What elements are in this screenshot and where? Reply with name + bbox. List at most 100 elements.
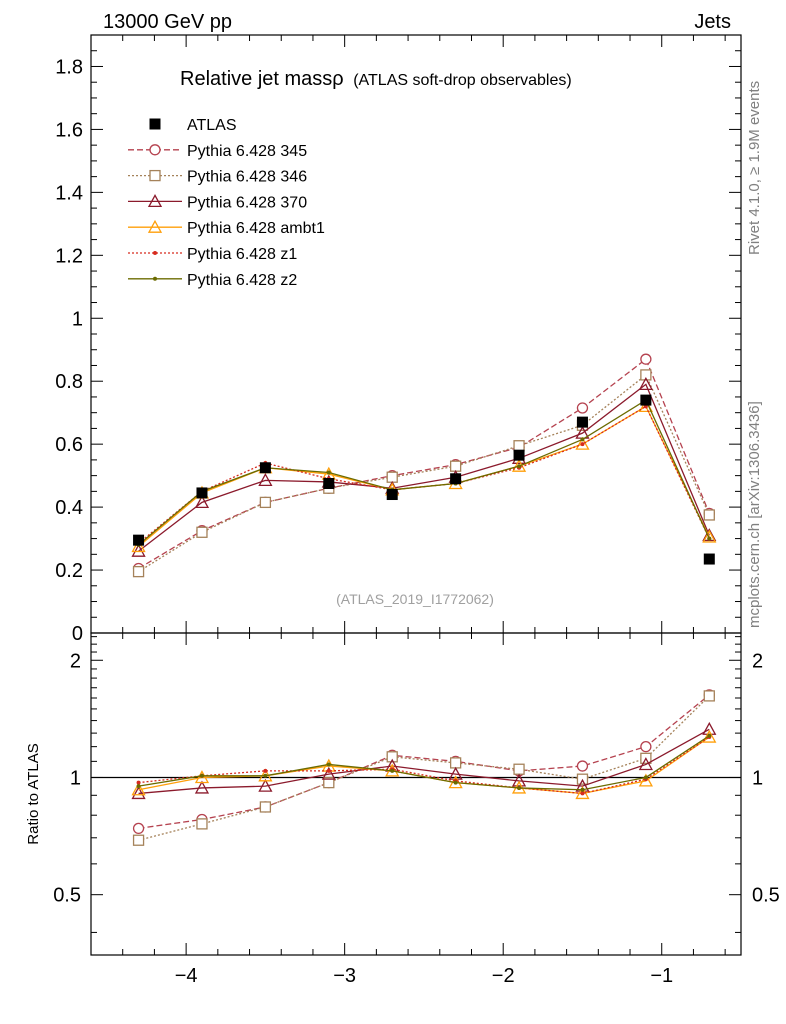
data-point	[576, 416, 588, 428]
data-point	[386, 489, 398, 501]
legend-label: Pythia 6.428 z2	[187, 272, 297, 289]
ratio-point	[136, 780, 141, 785]
ratio-point	[390, 768, 395, 773]
ratio-point	[263, 768, 268, 773]
ratio-point	[326, 762, 331, 767]
legend-label: Pythia 6.428 ambt1	[187, 220, 325, 237]
data-point	[196, 487, 208, 499]
ratio-point	[323, 776, 335, 789]
ratio-point	[131, 786, 146, 800]
y-tick-label: 1.2	[55, 245, 83, 267]
series-layer	[131, 353, 717, 846]
data-point	[259, 462, 271, 474]
data-point	[575, 436, 590, 450]
data-point	[580, 437, 585, 442]
ratio-point	[132, 822, 145, 835]
data-point	[194, 495, 210, 509]
data-point	[640, 369, 652, 381]
ratio-point	[640, 740, 652, 753]
legend-label: Pythia 6.428 346	[187, 169, 307, 186]
series-line	[138, 358, 710, 570]
energy-label: 13000 GeV pp	[103, 11, 232, 33]
ratio-point	[453, 780, 458, 785]
data-point	[640, 394, 652, 406]
y-tick-label: 0	[72, 623, 83, 645]
x-tick-label: −2	[492, 965, 515, 987]
ratio-point	[131, 782, 146, 796]
ratio-point	[707, 733, 712, 738]
legend: ATLAS Pythia 6.428 345 Pythia 6.428 346 Pyt…	[128, 117, 325, 289]
ratio-point	[263, 773, 268, 778]
ratio-point	[580, 791, 585, 796]
plot-title-main: Relative jet massρ	[180, 68, 344, 90]
data-point	[323, 478, 335, 489]
series-line	[138, 383, 710, 552]
legend-entry: Pythia 6.428 345	[128, 143, 307, 160]
ratio-point	[702, 729, 717, 743]
ratio-point	[638, 773, 653, 787]
ratio-y-tick-label: 1	[70, 767, 81, 789]
plot-subtitle: (ATLAS soft-drop observables)	[353, 72, 571, 89]
ratio-series-line	[138, 728, 710, 795]
ratio-series-pythia-6-428-z2	[136, 733, 712, 792]
ratio-point	[449, 757, 462, 769]
ratio-ylabel: Ratio to ATLAS	[25, 743, 42, 844]
legend-entry: Pythia 6.428 z1	[128, 246, 297, 263]
data-point	[703, 553, 715, 565]
ratio-point	[194, 780, 210, 794]
ratio-series-line	[138, 695, 710, 841]
ratio-point	[132, 834, 145, 846]
data-point	[517, 464, 522, 469]
data-point	[513, 440, 525, 452]
ratio-point	[258, 778, 273, 792]
data-point	[640, 353, 652, 365]
data-point	[386, 471, 398, 483]
ratio-plot-frame	[90, 632, 742, 956]
ratio-y-tick-label: 2	[70, 650, 81, 672]
x-tick-label: −3	[333, 965, 356, 987]
data-point	[576, 402, 589, 414]
data-point	[703, 509, 715, 521]
plot-title: Relative jet massρ (ATLAS soft-drop obse…	[180, 68, 572, 90]
y-tick-label: 0.6	[55, 434, 83, 456]
main-series-atlas	[133, 394, 715, 565]
data-point	[638, 377, 653, 391]
y-tick-label: 0.2	[55, 560, 83, 582]
y-tick-label: 1	[72, 308, 83, 330]
legend-marker	[149, 144, 161, 156]
legend-entry: Pythia 6.428 ambt1	[128, 219, 325, 237]
legend-marker	[149, 169, 161, 182]
data-point	[580, 442, 585, 447]
data-point	[133, 534, 145, 546]
ratio-point	[643, 775, 648, 780]
data-point	[449, 460, 462, 472]
y-tick-label: 1.6	[55, 119, 83, 141]
mcplots-source-label: mcplots.cern.ch [arXiv:1306.3436]	[746, 401, 763, 628]
legend-label: Pythia 6.428 z1	[187, 246, 297, 263]
data-point	[132, 565, 145, 578]
ratio-point	[199, 773, 204, 778]
legend-marker	[149, 118, 161, 130]
ratio-point	[194, 770, 210, 784]
legend-entry: Pythia 6.428 z2	[128, 272, 297, 289]
data-point	[707, 536, 712, 541]
data-point	[196, 526, 208, 538]
legend-marker	[153, 251, 157, 255]
data-point	[702, 529, 717, 543]
data-point	[131, 543, 146, 557]
series-line	[138, 373, 710, 573]
ratio-point	[513, 763, 525, 775]
legend-label: Pythia 6.428 370	[187, 194, 307, 211]
axis-ticks: −4 −3 −2 −1 0 0.2 0.4 0.6 0.8 1 1.2 1.4 1.6 1.8 0.5 0.5…	[53, 35, 780, 987]
legend-label: ATLAS	[187, 117, 237, 134]
ratio-point	[517, 785, 522, 790]
ratio-point	[386, 751, 398, 763]
data-point	[326, 470, 331, 475]
ratio-point	[136, 784, 141, 789]
ratio-point	[576, 760, 589, 772]
y-tick-label: 1.4	[55, 182, 83, 204]
legend-label: Pythia 6.428 345	[187, 143, 307, 160]
ratio-point	[326, 768, 331, 773]
legend-entry: Pythia 6.428 346	[128, 169, 307, 186]
